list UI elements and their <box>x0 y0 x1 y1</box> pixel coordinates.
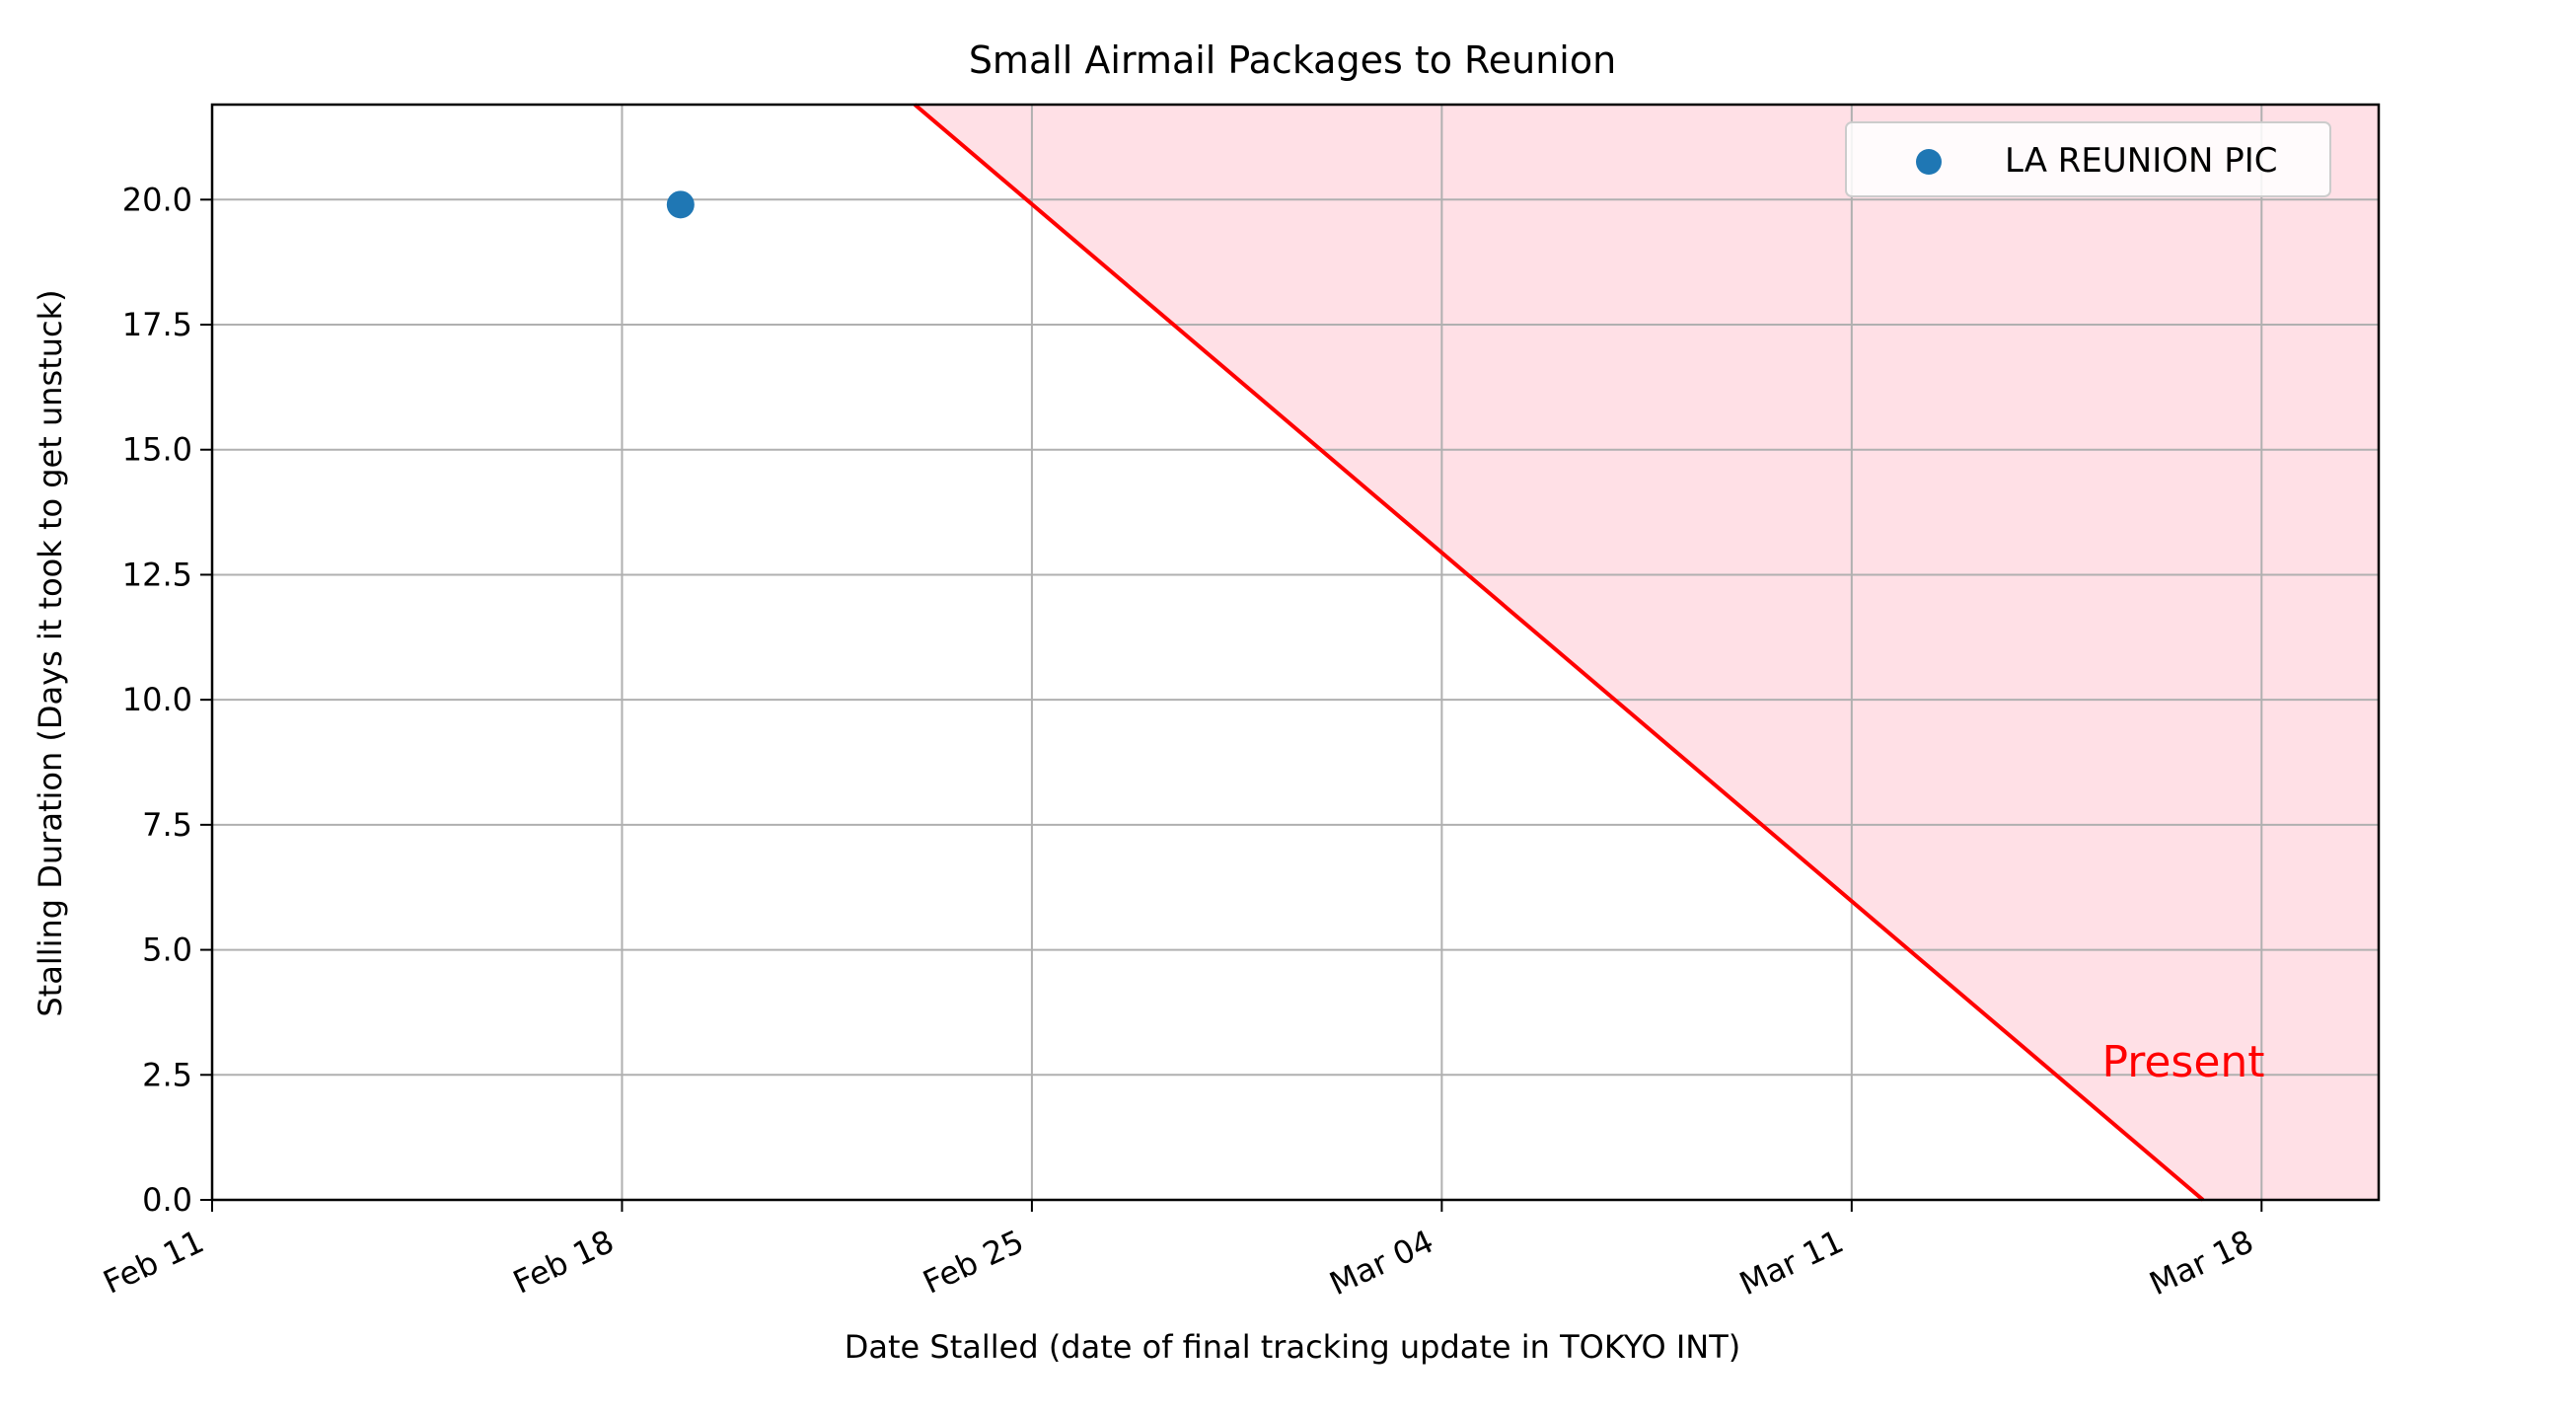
data-points-layer <box>666 190 695 219</box>
boundary-line-layer <box>913 103 2205 1202</box>
legend-label: LA REUNION PIC <box>2005 141 2278 181</box>
x-axis-label: Date Stalled (date of final tracking upd… <box>845 1328 1741 1366</box>
x-tick-label: Feb 11 <box>98 1223 210 1302</box>
y-axis-label: Stalling Duration (Days it took to get u… <box>32 289 69 1016</box>
chart-title: Small Airmail Packages to Reunion <box>969 38 1616 82</box>
shaded-region <box>915 105 2379 1200</box>
grid-layer <box>211 105 2379 1200</box>
shaded-region-layer <box>915 105 2379 1200</box>
y-tick-label: 10.0 <box>122 681 192 718</box>
y-tick-label: 20.0 <box>122 181 192 218</box>
y-tick-label: 7.5 <box>142 806 192 844</box>
x-tick-label: Mar 11 <box>1733 1223 1849 1303</box>
x-tick-label: Mar 18 <box>2144 1223 2259 1303</box>
plot-frame <box>210 103 2381 1202</box>
y-tick-label: 12.5 <box>122 556 192 593</box>
y-tick-label: 0.0 <box>142 1181 192 1219</box>
y-tick-label: 5.0 <box>142 931 192 969</box>
x-tick-label: Feb 25 <box>918 1223 1030 1302</box>
y-tick-label: 2.5 <box>142 1056 192 1093</box>
present-boundary-line <box>913 103 2205 1202</box>
x-tick-label: Mar 04 <box>1324 1223 1439 1303</box>
y-tick-label: 17.5 <box>122 306 192 343</box>
data-point <box>666 190 695 219</box>
present-annotation: Present <box>2101 1037 2264 1087</box>
x-tick-label: Feb 18 <box>507 1223 620 1302</box>
legend-box <box>1845 121 2331 197</box>
y-tick-label: 15.0 <box>122 431 192 469</box>
legend-marker <box>1916 149 1942 175</box>
legend: LA REUNION PIC <box>1845 121 2331 197</box>
